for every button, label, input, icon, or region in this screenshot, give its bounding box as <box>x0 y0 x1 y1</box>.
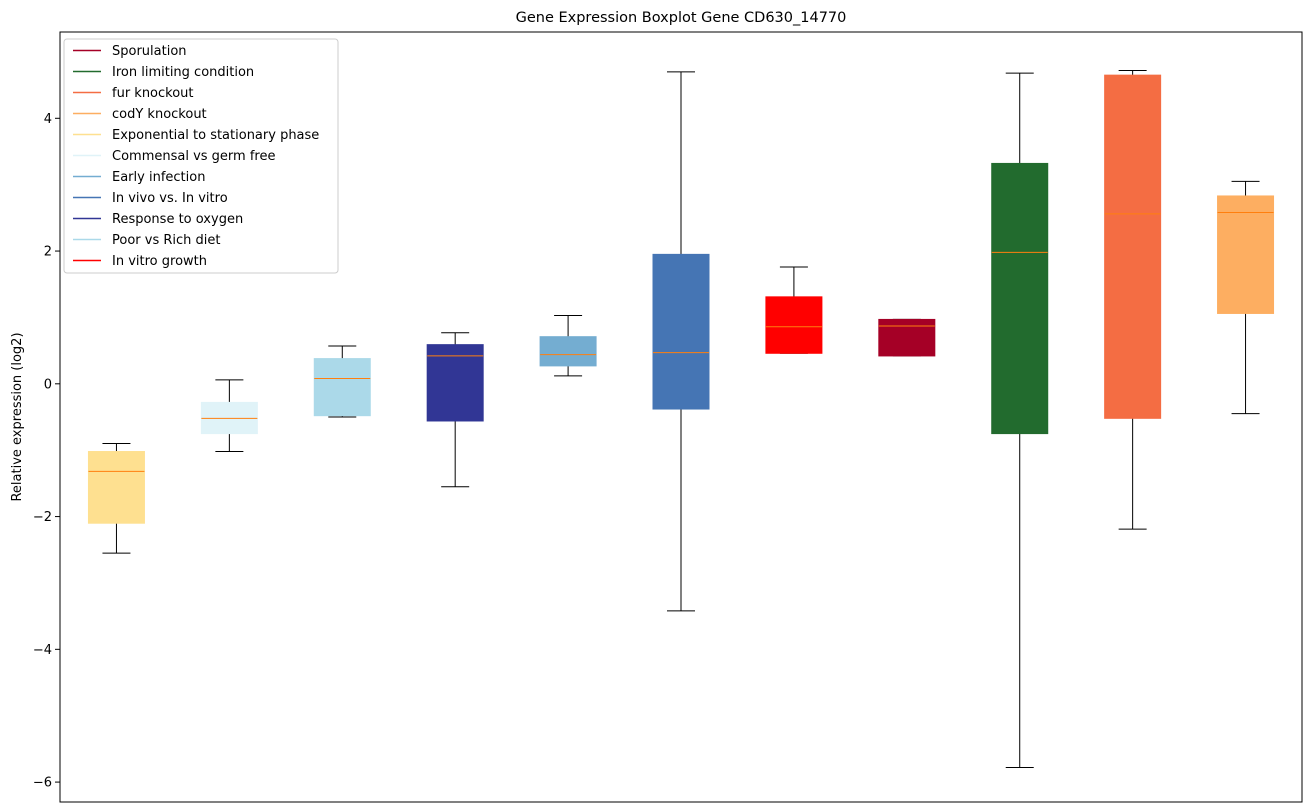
box-in-vitro-growth <box>765 266 823 354</box>
legend-label: fur knockout <box>112 86 194 101</box>
legend-item: Response to oxygen <box>73 212 243 227</box>
legend-item: fur knockout <box>73 86 194 101</box>
box-poor-vs-rich-diet <box>313 345 371 418</box>
box-body <box>991 162 1049 435</box>
box-iron-limiting-condition <box>991 72 1049 768</box>
legend-label: In vivo vs. In vitro <box>112 191 228 206</box>
legend-item: Poor vs Rich diet <box>73 233 220 248</box>
y-tick-label: 2 <box>44 245 52 260</box>
box-body <box>765 296 823 354</box>
box-in-vivo-vs-in-vitro <box>652 71 710 612</box>
box-fur-knockout <box>1104 70 1162 530</box>
legend-label: Exponential to stationary phase <box>112 128 319 143</box>
y-tick-label: −2 <box>33 510 52 525</box>
box-body <box>313 358 371 417</box>
y-tick-label: −4 <box>33 643 52 658</box>
legend-item: Exponential to stationary phase <box>73 128 319 143</box>
box-body <box>87 451 145 524</box>
box-body <box>1104 74 1162 419</box>
box-body <box>1217 195 1275 314</box>
y-axis-label: Relative expression (log2) <box>10 332 25 501</box>
box-series <box>87 70 1275 768</box>
legend-label: Response to oxygen <box>112 212 243 227</box>
legend-frame <box>63 38 339 274</box>
box-cody-knockout <box>1217 180 1275 415</box>
legend-item: Sporulation <box>73 44 187 59</box>
legend-item: In vivo vs. In vitro <box>73 191 228 206</box>
y-tick-label: 4 <box>44 112 52 127</box>
box-sporulation <box>878 318 936 357</box>
legend-label: codY knockout <box>112 107 207 122</box>
box-response-to-oxygen <box>426 332 484 488</box>
box-commensal-vs-germ-free <box>200 379 258 453</box>
legend-item: Iron limiting condition <box>73 65 254 80</box>
y-axis: −6 −4 −2 0 2 4 <box>33 112 60 791</box>
box-exponential-to-stationary-phase <box>87 443 145 554</box>
legend-label: Early infection <box>112 170 205 185</box>
legend-label: Sporulation <box>112 44 187 59</box>
box-body <box>652 253 710 410</box>
legend-label: Commensal vs germ free <box>112 149 275 164</box>
y-tick-label: 0 <box>44 377 52 392</box>
legend-label: In vitro growth <box>112 254 207 269</box>
legend: Sporulation Iron limiting condition fur kn… <box>63 38 339 274</box>
box-early-infection <box>539 314 597 377</box>
chart-title: Gene Expression Boxplot Gene CD630_14770 <box>516 10 847 26</box>
legend-item: Early infection <box>73 170 205 185</box>
legend-item: Commensal vs germ free <box>73 149 275 164</box>
box-body <box>539 336 597 367</box>
legend-label: Poor vs Rich diet <box>112 233 220 248</box>
box-body <box>878 318 936 357</box>
y-tick-label: −6 <box>33 776 52 791</box>
plot-frame <box>59 31 1303 803</box>
box-body <box>426 344 484 422</box>
legend-item: codY knockout <box>73 107 207 122</box>
legend-item: In vitro growth <box>73 254 207 269</box>
legend-label: Iron limiting condition <box>112 65 254 80</box>
